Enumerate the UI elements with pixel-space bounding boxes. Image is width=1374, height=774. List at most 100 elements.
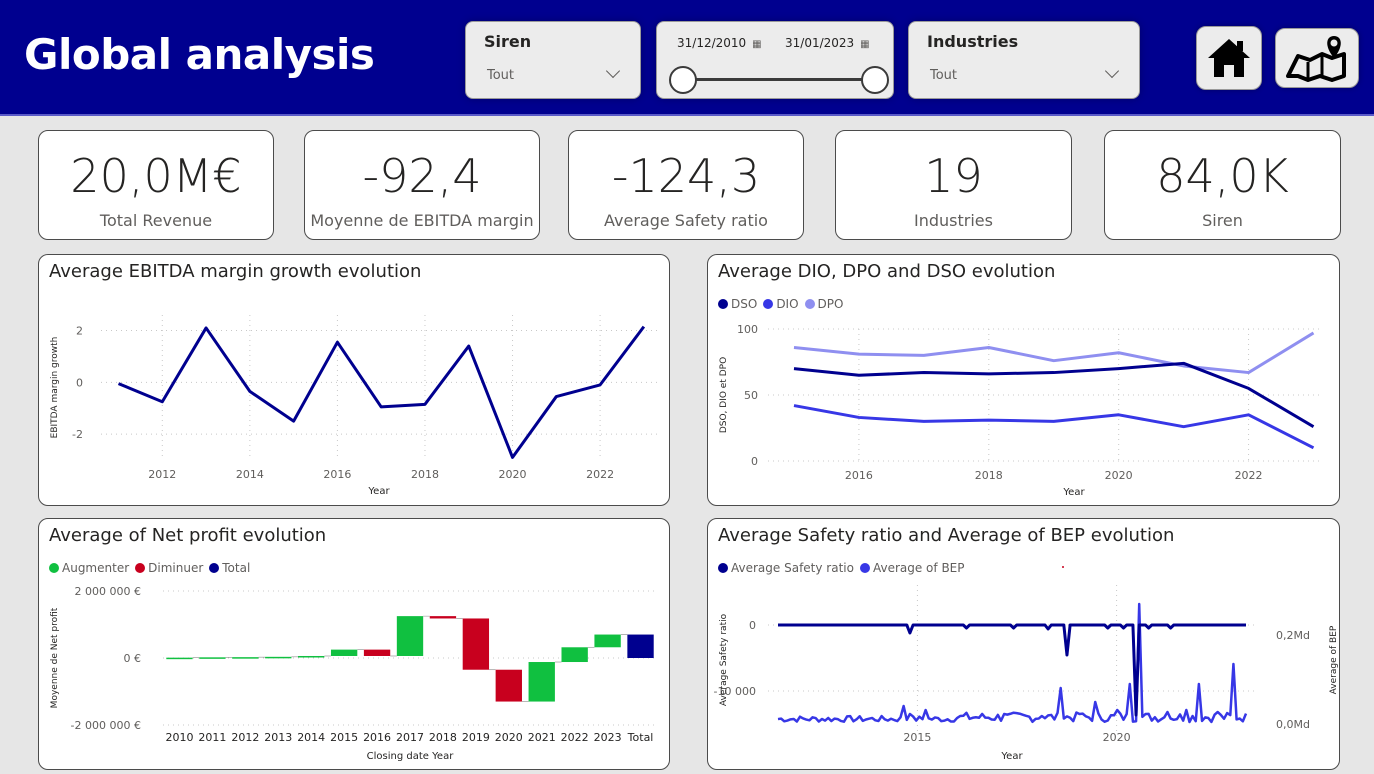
kpi-value: 84,0K — [1156, 149, 1289, 203]
x-axis-label: Year — [1062, 487, 1085, 498]
date-range-slicer[interactable]: 31/12/2010 ▦ 31/01/2023 ▦ — [656, 21, 894, 99]
series-line — [117, 325, 646, 459]
legend-item-safety-ratio[interactable]: Average Safety ratio — [718, 561, 854, 575]
x-tick-label: 2022 — [561, 731, 589, 744]
legend-label: Diminuer — [148, 561, 204, 575]
waterfall-bar — [462, 618, 490, 670]
waterfall-bar — [495, 669, 522, 702]
legend-item-dpo[interactable]: DPO — [804, 297, 844, 311]
x-tick-label: 2020 — [495, 731, 523, 744]
kpi-label: Average Safety ratio — [604, 211, 768, 230]
y2-axis-label: Average of BEP — [1329, 625, 1339, 694]
safety-bep-chart: 0 -10 000 0,2Md 0,0Md 2015 2020 Year Average Sa… — [714, 566, 1339, 762]
chevron-down-icon[interactable] — [1104, 63, 1120, 79]
x-axis-label: Year — [367, 486, 390, 497]
series-line-dso — [793, 361, 1315, 428]
net-profit-chart-card[interactable]: Average of Net profit evolution Augmente… — [38, 518, 670, 770]
kpi-ebitda-margin: -92,4 Moyenne de EBITDA margin — [304, 130, 540, 240]
x-tick-label: 2018 — [429, 731, 457, 744]
x-tick-label: 2016 — [323, 468, 351, 481]
legend-dot — [718, 563, 728, 573]
chart-title: Average DIO, DPO and DSO evolution — [718, 261, 1056, 282]
waterfall-bar — [429, 616, 457, 619]
y-tick-label: 2 — [76, 325, 83, 338]
chart-legend: DSO DIO DPO — [718, 297, 843, 311]
dio-dpo-dso-chart: 100 50 0 2016 2018 2020 2022 Year DSO, DIO et DP… — [719, 323, 1320, 498]
x-axis-label: Year — [1000, 751, 1023, 762]
legend-item-dio[interactable]: DIO — [763, 297, 799, 311]
legend-item-bep[interactable]: Average of BEP — [859, 561, 965, 575]
kpi-label: Moyenne de EBITDA margin — [310, 211, 534, 230]
legend-item-total[interactable]: Total — [209, 561, 250, 575]
date-range-end-handle[interactable] — [861, 66, 889, 94]
series-line-safety-ratio — [778, 623, 1246, 717]
legend-label: Average of BEP — [872, 561, 965, 575]
legend-label: Total — [222, 561, 251, 575]
waterfall-bar — [396, 616, 424, 656]
y2-tick-label: 0,2Md — [1276, 629, 1310, 642]
legend-label: DIO — [776, 297, 799, 311]
kpi-total-revenue: 20,0M€ Total Revenue — [38, 130, 274, 240]
kpi-siren: 84,0K Siren — [1104, 130, 1341, 240]
chart-legend: Average Safety ratio Average of BEP — [718, 561, 965, 575]
legend-label: Average Safety ratio — [731, 561, 854, 575]
waterfall-bar — [298, 655, 325, 658]
x-tick-label: 2011 — [198, 731, 226, 744]
x-tick-label: 2015 — [330, 731, 358, 744]
ebitda-growth-chart: 2 0 -2 2012 2014 2016 2018 2020 2022 Year EBITDA m… — [50, 315, 657, 497]
legend-item-augmenter[interactable]: Augmenter — [49, 561, 129, 575]
x-tick-label: 2016 — [845, 469, 873, 482]
map-button[interactable] — [1275, 28, 1359, 88]
legend-dot — [763, 299, 774, 309]
x-tick-label: 2019 — [462, 731, 490, 744]
map-pin-icon — [1286, 36, 1346, 82]
waterfall-bar — [330, 649, 358, 656]
industries-slicer[interactable]: Industries Tout — [908, 21, 1140, 99]
date-range-track — [683, 78, 875, 81]
legend-label: DPO — [817, 297, 844, 311]
y2-tick-label: 0,0Md — [1276, 718, 1310, 731]
x-tick-label: 2020 — [1105, 469, 1133, 482]
waterfall-bar — [363, 649, 391, 656]
y-axis-label: Average Safety ratio — [719, 613, 729, 706]
chart-title: Average Safety ratio and Average of BEP … — [718, 525, 1175, 546]
legend-item-dso[interactable]: DSO — [718, 297, 757, 311]
y-tick-label: 50 — [744, 389, 758, 402]
x-tick-label: 2020 — [499, 468, 527, 481]
marker-dot — [1062, 566, 1064, 568]
date-start-value: 31/12/2010 — [677, 36, 747, 50]
siren-slicer-title: Siren — [484, 32, 532, 51]
waterfall-bar — [265, 656, 292, 659]
home-button[interactable] — [1196, 26, 1262, 90]
y-tick-label: 0 € — [124, 652, 142, 665]
x-tick-label: 2013 — [264, 731, 292, 744]
date-range-start-handle[interactable] — [669, 66, 697, 94]
series-line-bep — [777, 602, 1248, 724]
y-axis-label: Moyenne de Net profit — [50, 607, 60, 708]
chevron-down-icon[interactable] — [605, 63, 621, 79]
date-end-value: 31/01/2023 — [785, 36, 855, 50]
ebitda-growth-chart-card[interactable]: Average EBITDA margin growth evolution 2… — [38, 254, 670, 506]
waterfall-bar — [166, 657, 193, 660]
x-tick-label: Total — [627, 731, 654, 744]
legend-item-diminuer[interactable]: Diminuer — [135, 561, 203, 575]
legend-dot — [209, 563, 220, 573]
kpi-value: 20,0M€ — [70, 149, 242, 203]
legend-dot — [859, 563, 870, 573]
x-tick-label: 2018 — [411, 468, 439, 481]
siren-slicer[interactable]: Siren Tout — [465, 21, 641, 99]
x-tick-label: 2020 — [1103, 731, 1131, 744]
calendar-icon[interactable]: ▦ — [752, 39, 762, 50]
calendar-icon[interactable]: ▦ — [860, 39, 870, 50]
x-tick-label: 2017 — [396, 731, 424, 744]
date-start-field: 31/12/2010 ▦ — [677, 36, 762, 50]
legend-label: DSO — [731, 297, 758, 311]
siren-slicer-value: Tout — [487, 68, 515, 83]
dio-dpo-dso-chart-card[interactable]: Average DIO, DPO and DSO evolution DSO D… — [707, 254, 1340, 506]
waterfall-bar — [199, 657, 226, 659]
x-tick-label: 2010 — [165, 731, 193, 744]
kpi-value: -124,3 — [611, 149, 761, 203]
legend-dot — [718, 299, 728, 309]
y-tick-label: 0 — [751, 455, 758, 468]
safety-bep-chart-card[interactable]: Average Safety ratio and Average of BEP … — [707, 518, 1340, 770]
